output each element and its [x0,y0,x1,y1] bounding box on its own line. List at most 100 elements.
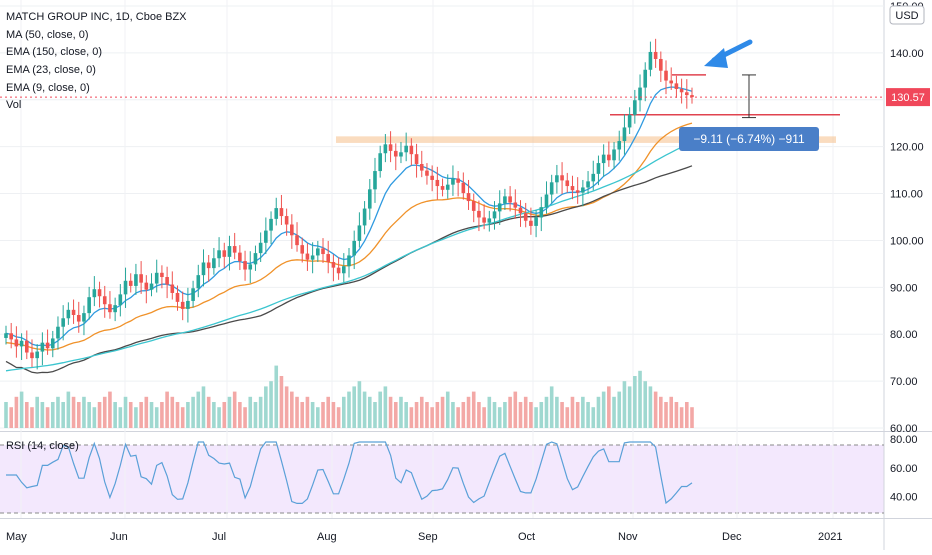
time-tick-label: Dec [722,531,742,543]
candle-body [19,340,24,347]
candle-body [66,309,71,319]
time-tick-label: Jul [212,531,226,543]
price-tick-label: 80.00 [890,329,918,341]
volume-bar [612,396,616,428]
candle-body [513,202,518,208]
candle-body [679,88,684,93]
candle-body [596,163,601,174]
rsi-tick-label: 40.00 [890,492,918,504]
candle-body [482,217,486,223]
time-tick-label: Sep [418,531,438,543]
candle-body [342,266,346,274]
candle-body [471,201,476,211]
candle-body [440,186,445,190]
time-axis-ticks: May Jun Jul Aug Sep Oct Nov Dec 2021 [6,531,842,543]
price-axis-ticks: 150.00140.00130.00120.00110.00100.0090.0… [890,1,924,504]
volume-bar [674,402,679,428]
candle-body [503,196,507,204]
volume-bar [154,407,159,428]
candle-body [435,179,440,187]
measure-label-box [679,127,819,151]
candle-body [45,342,50,349]
candles [4,38,694,370]
volume-bar [544,396,549,428]
currency-box[interactable] [889,5,925,25]
price-tick-label: 70.00 [890,376,918,388]
volume-bar [419,396,424,428]
volume-bar [186,402,190,428]
volume-bar [336,407,341,428]
volume-bar [690,407,694,428]
candle-body [175,292,180,302]
volume-bar [477,402,481,428]
candle-body [404,145,408,153]
time-tick-label: 2021 [818,531,842,543]
volume-bar [134,407,138,428]
candle-body [659,58,663,71]
candle-body [419,164,424,171]
volume-bar [331,402,336,428]
candle-body [456,178,460,183]
volume-bar [238,402,242,428]
candle-body [82,313,86,322]
candle-body [191,288,195,301]
candle-body [570,186,575,191]
volume-bar [367,396,372,428]
volume-bar [352,386,356,428]
candle-body [575,190,580,193]
volume-bar [648,386,653,428]
volume-bar [440,396,445,428]
last-price-badge [886,88,930,107]
candle-body [669,80,674,84]
volume-bar [586,402,590,428]
volume-bar [139,402,143,428]
candle-body [409,145,414,155]
rsi-tick-label: 60.00 [890,463,918,475]
volume-bar [362,391,367,428]
candle-body [30,352,34,359]
volume-bar [217,407,221,428]
candle-body [201,262,206,276]
candle-body [290,224,294,236]
volume-bar [425,402,429,428]
volume-bar [144,396,149,428]
volume-bar [30,407,34,428]
volume-bar [56,396,60,428]
volume-bar [284,386,289,428]
volume-bar [212,402,216,428]
price-range-measure[interactable] [742,74,756,119]
candle-body [92,289,97,298]
candle-body [399,152,403,157]
volume-bar [471,391,476,428]
volume-bar [9,407,13,428]
candle-body [529,220,533,226]
candle-body [617,141,622,150]
volume-bar [243,407,247,428]
candle-body [139,274,143,283]
volume-bar [14,396,19,428]
candle-body [102,296,107,305]
candle-body [690,95,694,98]
volume-bar [24,402,29,428]
candle-body [607,154,611,161]
candle-body [643,69,648,88]
candle-body [518,207,523,214]
volume-bar [264,386,268,428]
candle-body [425,170,429,176]
volume-bar [508,396,512,428]
volume-bar [555,396,559,428]
candle-body [269,218,273,231]
volume-bar [399,396,403,428]
candle-body [108,304,112,313]
candle-body [388,144,393,151]
volume-bar [549,386,554,428]
volume-bar [373,402,377,428]
candle-body [144,282,149,290]
candle-body [362,208,367,226]
volume-bar [659,396,663,428]
volume-bar [414,402,419,428]
measure-label: −9.11 (−6.74%) −911 [693,132,805,146]
candle-body [97,289,102,297]
arrow-icon[interactable] [704,39,753,68]
